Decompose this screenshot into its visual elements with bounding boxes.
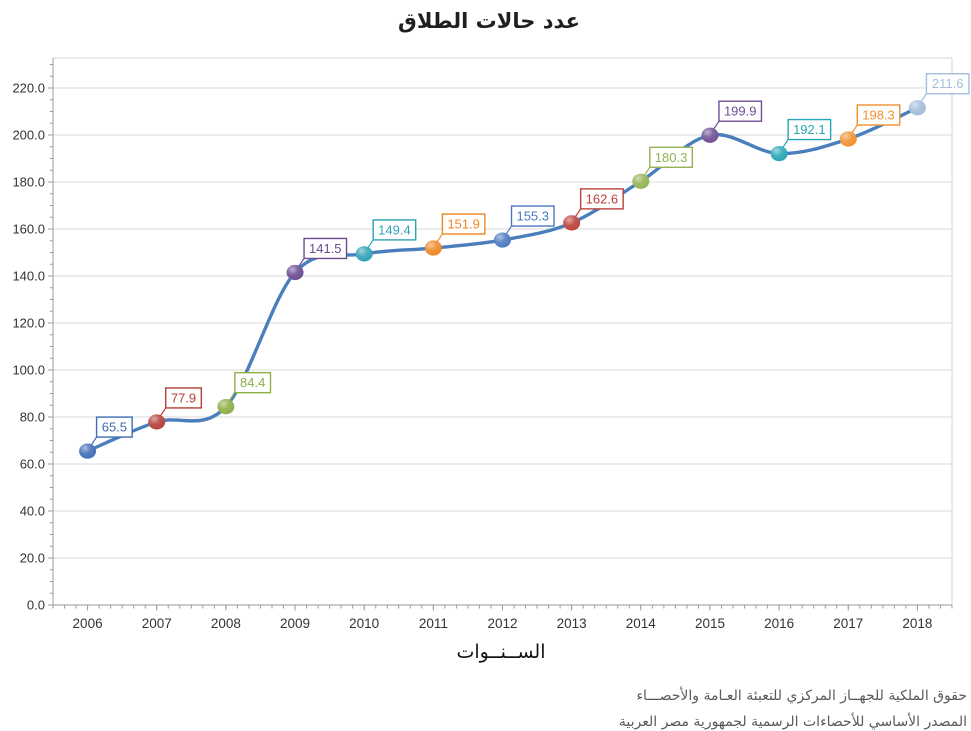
- data-point-gloss: [355, 246, 373, 262]
- data-label: 199.9: [724, 104, 757, 119]
- data-point-gloss: [908, 100, 926, 116]
- chart-title: عدد حالات الطلاق: [398, 9, 580, 33]
- footer-line1: حقوق الملكية للجهــاز المركزي للتعبئة ال…: [636, 688, 967, 704]
- y-tick-label: 100.0: [12, 363, 45, 378]
- data-point-gloss: [424, 240, 442, 256]
- data-label-box: [579, 188, 624, 210]
- data-label-box: [95, 416, 133, 438]
- x-tick-label: 2015: [695, 616, 725, 631]
- x-tick-label: 2009: [280, 616, 310, 631]
- data-label: 180.3: [655, 150, 688, 165]
- x-tick-label: 2013: [557, 616, 587, 631]
- data-point-gloss: [632, 173, 650, 189]
- data-label: 141.5: [309, 241, 342, 256]
- data-label: 77.9: [171, 390, 196, 405]
- data-label: 65.5: [102, 420, 127, 435]
- x-axis-title: الســنــوات: [456, 641, 546, 663]
- data-label-box: [303, 237, 348, 260]
- data-point-gloss: [286, 264, 304, 281]
- data-point-gloss: [701, 127, 719, 143]
- data-label: 84.4: [240, 375, 265, 390]
- y-tick-label: 140.0: [12, 269, 45, 284]
- data-label-box: [165, 387, 203, 409]
- footer-line2: المصدر الأساسي للأحصاءات الرسمية لجمهوري…: [618, 714, 967, 730]
- x-tick-label: 2008: [211, 616, 241, 631]
- y-tick-label: 180.0: [12, 175, 45, 190]
- data-point-gloss: [79, 443, 97, 459]
- x-tick-label: 2007: [142, 616, 172, 631]
- data-label-box: [856, 104, 901, 126]
- y-tick-label: 60.0: [20, 457, 45, 472]
- x-tick-label: 2006: [73, 616, 103, 631]
- y-tick-label: 40.0: [20, 504, 45, 519]
- data-label-box: [649, 146, 694, 168]
- data-label-box: [234, 371, 272, 394]
- data-point-gloss: [563, 215, 581, 231]
- x-tick-label: 2011: [419, 616, 448, 631]
- x-tick-label: 2014: [626, 616, 657, 631]
- data-label-box: [718, 100, 763, 122]
- data-label: 155.3: [516, 209, 549, 224]
- data-point-gloss: [494, 232, 511, 248]
- data-point-gloss: [148, 414, 166, 430]
- data-label: 151.9: [447, 217, 480, 232]
- series-line: [85, 106, 920, 453]
- y-tick-label: 200.0: [12, 128, 45, 143]
- data-point-gloss: [839, 131, 857, 147]
- data-label: 162.6: [586, 191, 619, 206]
- x-tick-label: 2012: [487, 616, 517, 631]
- x-tick-label: 2017: [833, 616, 863, 631]
- y-tick-label: 220.0: [12, 81, 45, 96]
- data-label: 149.4: [378, 222, 411, 237]
- data-label-box: [925, 73, 970, 95]
- data-label: 192.1: [793, 122, 826, 137]
- y-tick-label: 120.0: [12, 316, 45, 331]
- x-tick-label: 2018: [902, 616, 932, 631]
- copyright-footer: حقوق الملكية للجهــاز المركزي للتعبئة ال…: [619, 683, 967, 731]
- data-label-box: [510, 205, 555, 227]
- data-point-gloss: [770, 145, 788, 162]
- data-label-box: [441, 213, 486, 235]
- y-tick-label: 0.0: [27, 598, 45, 613]
- x-tick-label: 2016: [764, 616, 794, 631]
- y-tick-label: 160.0: [12, 222, 45, 237]
- data-label-box: [787, 118, 832, 141]
- data-point-gloss: [217, 399, 235, 415]
- y-tick-label: 20.0: [20, 551, 45, 566]
- y-tick-label: 80.0: [20, 410, 45, 425]
- x-tick-label: 2010: [349, 616, 379, 631]
- data-label: 198.3: [862, 107, 895, 122]
- data-label-box: [372, 219, 417, 241]
- data-label: 211.6: [932, 76, 964, 91]
